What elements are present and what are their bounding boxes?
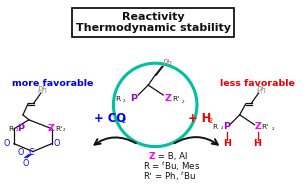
Text: R: R xyxy=(8,126,13,132)
Text: $_2$: $_2$ xyxy=(121,117,127,126)
Text: O: O xyxy=(4,139,10,148)
Text: $_2$: $_2$ xyxy=(15,127,19,134)
Text: $_2$: $_2$ xyxy=(220,125,224,132)
Text: H: H xyxy=(254,139,262,148)
Text: + H: + H xyxy=(188,112,211,125)
Text: Ph: Ph xyxy=(38,86,48,94)
FancyArrowPatch shape xyxy=(174,137,218,145)
Text: $_2$: $_2$ xyxy=(270,126,275,133)
Text: C: C xyxy=(28,148,34,157)
Text: O: O xyxy=(18,148,24,157)
Text: R: R xyxy=(213,124,218,130)
Text: Z: Z xyxy=(47,124,54,133)
Text: $_2$: $_2$ xyxy=(62,127,66,134)
Text: + CO: + CO xyxy=(94,112,126,125)
Text: less favorable: less favorable xyxy=(220,79,295,88)
Text: R': R' xyxy=(262,124,269,130)
Text: R = $^t$Bu, Mes: R = $^t$Bu, Mes xyxy=(143,160,200,173)
Text: Z: Z xyxy=(254,122,261,131)
Text: Z: Z xyxy=(149,152,155,161)
Text: P: P xyxy=(130,94,137,103)
Text: R’ = Ph, $^t$Bu: R’ = Ph, $^t$Bu xyxy=(143,170,196,183)
Text: O: O xyxy=(54,139,60,148)
Text: H: H xyxy=(223,139,231,148)
Text: = B, Al: = B, Al xyxy=(155,152,188,161)
Text: Reactivity
Thermodynamic stability: Reactivity Thermodynamic stability xyxy=(76,12,231,33)
Text: R': R' xyxy=(172,96,179,102)
Text: R: R xyxy=(115,96,120,102)
Text: R': R' xyxy=(55,126,62,132)
Text: $_2$: $_2$ xyxy=(122,97,127,105)
Text: Z: Z xyxy=(165,94,172,103)
Text: more favorable: more favorable xyxy=(12,79,93,88)
Text: P: P xyxy=(223,122,230,131)
Text: $_2$: $_2$ xyxy=(181,98,185,105)
Text: P: P xyxy=(17,124,25,133)
Text: O: O xyxy=(23,159,29,168)
Text: Ph: Ph xyxy=(257,86,266,94)
Text: Ph: Ph xyxy=(163,59,173,68)
FancyArrowPatch shape xyxy=(95,137,136,145)
Text: $_2$: $_2$ xyxy=(208,117,213,126)
